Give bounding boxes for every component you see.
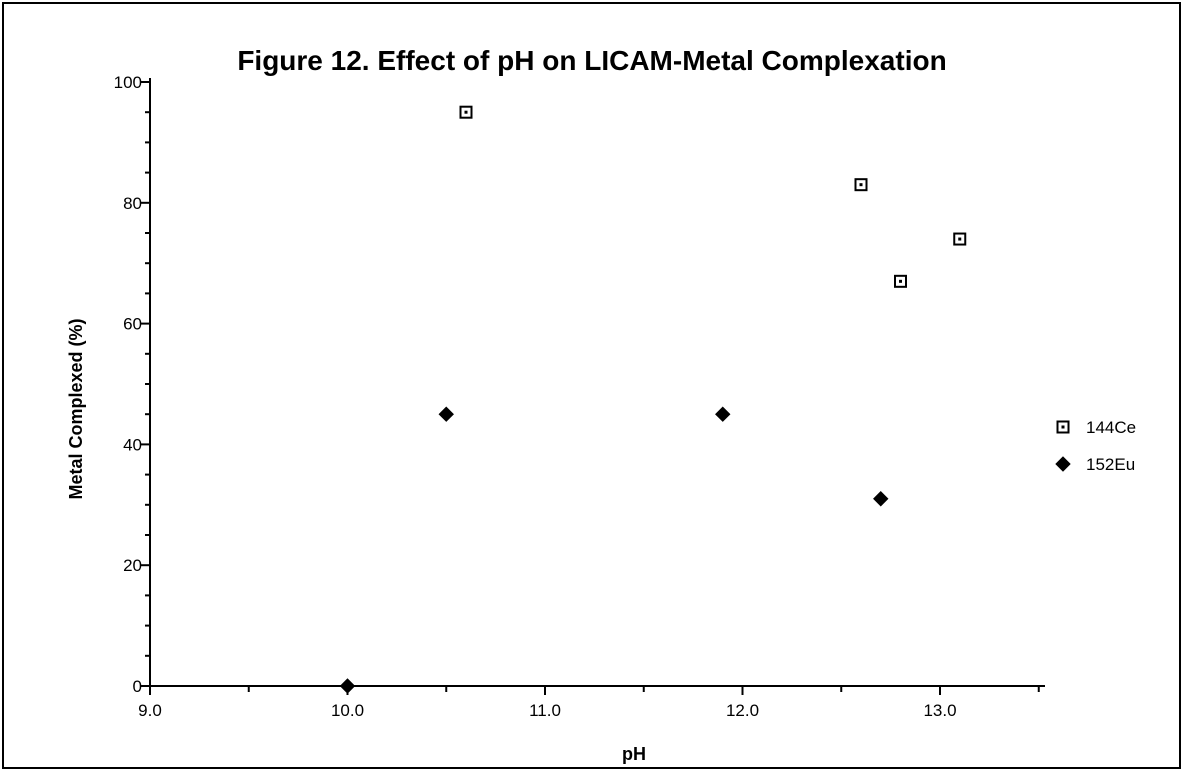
point-144Ce	[953, 232, 967, 246]
x-tick-label: 9.0	[138, 701, 162, 720]
point-144Ce	[894, 274, 907, 288]
y-tick-label: 40	[123, 435, 142, 454]
point-152Eu	[715, 406, 731, 422]
data-points	[339, 105, 967, 694]
x-tick-label: 13.0	[923, 701, 956, 720]
square-marker-dot	[859, 183, 863, 187]
square-marker-dot	[1061, 425, 1065, 429]
legend-marker-144Ce	[1056, 420, 1070, 434]
plot-area: 9.0 10.0 11.0 12.0 13.0 0 20 40 60 80 100	[114, 73, 1045, 720]
y-tick-label: 0	[133, 677, 142, 696]
square-marker-dot	[899, 279, 902, 283]
point-152Eu	[339, 678, 356, 694]
legend: 144Ce 152Eu	[1055, 418, 1136, 474]
legend-label: 144Ce	[1086, 418, 1136, 437]
x-axis-ticks: 9.0 10.0 11.0 12.0 13.0	[138, 686, 1040, 720]
square-marker-dot	[958, 237, 962, 241]
y-axis-label: Metal Complexed (%)	[66, 318, 86, 499]
y-tick-label: 60	[123, 315, 142, 334]
x-tick-label: 10.0	[331, 701, 364, 720]
y-tick-label: 80	[123, 194, 142, 213]
x-tick-label: 12.0	[726, 701, 759, 720]
scatter-chart: Figure 12. Effect of pH on LICAM-Metal C…	[66, 45, 1136, 764]
square-marker-dot	[464, 110, 468, 114]
x-axis-label: pH	[622, 744, 646, 764]
point-152Eu	[873, 491, 889, 507]
point-144Ce	[854, 178, 868, 192]
y-tick-label: 20	[123, 556, 142, 575]
chart-title: Figure 12. Effect of pH on LICAM-Metal C…	[237, 45, 946, 76]
legend-label: 152Eu	[1086, 455, 1135, 474]
y-axis-ticks: 0 20 40 60 80 100	[114, 73, 150, 696]
point-144Ce	[459, 105, 473, 119]
legend-marker-152Eu	[1055, 456, 1071, 472]
point-152Eu	[438, 406, 454, 422]
x-tick-label: 11.0	[529, 701, 561, 720]
y-tick-label: 100	[114, 73, 142, 92]
